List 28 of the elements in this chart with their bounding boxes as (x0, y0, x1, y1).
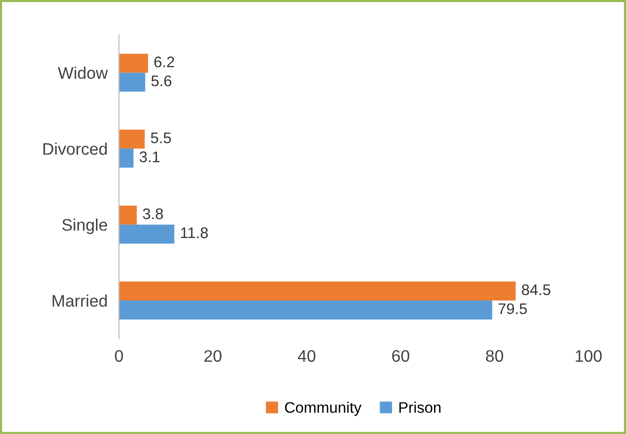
x-tick-label: 20 (204, 350, 222, 362)
bar (118, 148, 134, 168)
data-label: 84.5 (522, 284, 550, 296)
bar (118, 282, 516, 301)
data-label: 11.8 (181, 227, 208, 238)
y-tick-label: Widow (58, 66, 108, 79)
data-label: 5.5 (150, 132, 171, 144)
bar (118, 54, 148, 73)
data-label: 79.5 (498, 303, 527, 314)
x-tick-label: 0 (114, 350, 123, 362)
y-tick-label: Married (52, 294, 107, 307)
bar (118, 206, 137, 225)
x-tick-label: 100 (576, 350, 602, 362)
bar (118, 224, 174, 244)
x-tick-label: 60 (392, 350, 410, 362)
data-label: 6.2 (154, 56, 174, 68)
data-label: 3.1 (140, 151, 160, 162)
data-label: 3.8 (142, 208, 163, 220)
x-tick-label: 80 (486, 350, 504, 362)
y-tick-label: Single (62, 218, 108, 234)
x-tick-label: 40 (298, 350, 316, 362)
legend-label: Community (285, 402, 362, 416)
legend-label: Prison (399, 402, 440, 413)
bar (118, 72, 146, 92)
y-tick-label: Divorced (43, 142, 107, 155)
bar (118, 300, 492, 320)
bar (118, 130, 145, 149)
data-label: 5.6 (151, 75, 172, 86)
